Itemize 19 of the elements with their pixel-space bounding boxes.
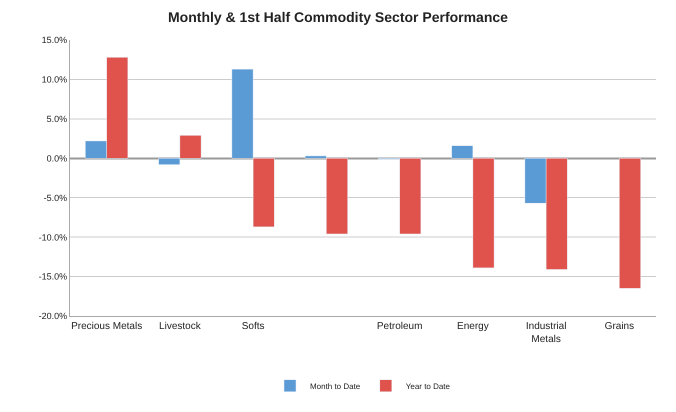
- y-tick-label: 10.0%: [42, 74, 68, 85]
- bar: [619, 158, 641, 289]
- legend-label: Month to Date: [310, 382, 361, 391]
- y-tick-label: 15.0%: [42, 35, 68, 46]
- y-tick-label: -20.0%: [38, 311, 68, 322]
- chart-title: Monthly & 1st Half Commodity Sector Performance: [168, 9, 508, 26]
- x-tick-label: Precious Metals: [71, 321, 142, 332]
- y-tick-label: -15.0%: [38, 272, 68, 282]
- y-tick-label: -10.0%: [38, 232, 68, 242]
- x-tick-label: Grains: [604, 321, 634, 332]
- x-tick-label: Industrial Metals: [526, 321, 566, 345]
- x-tick-label: Softs: [242, 321, 265, 332]
- x-tick-label: Energy: [457, 321, 489, 332]
- x-tick-label: Livestock: [159, 321, 202, 332]
- x-tick-label: Petroleum: [376, 321, 422, 332]
- y-tick-label: -5.0%: [44, 192, 68, 203]
- y-tick-label: 0.0%: [46, 153, 68, 164]
- legend-label: Year to Date: [406, 382, 451, 391]
- y-tick-label: 5.0%: [46, 114, 68, 124]
